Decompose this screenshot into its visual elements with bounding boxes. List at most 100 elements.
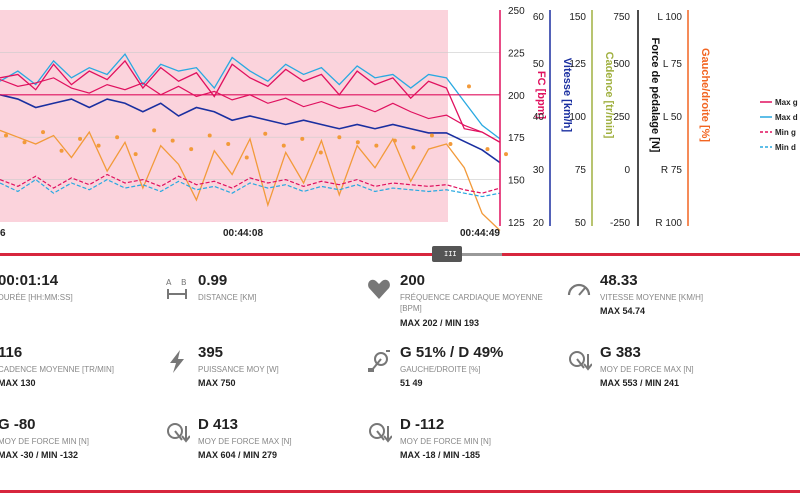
axis-tick-label: 60 <box>533 12 545 23</box>
timeline-track[interactable] <box>462 253 502 256</box>
cadence-point <box>22 140 27 145</box>
stat-value: G 383 <box>600 344 641 361</box>
axis-tick-label: L 100 <box>657 12 682 23</box>
legend-label: Min d <box>775 143 796 152</box>
stat-min-max: MAX 553 / MIN 241 <box>600 378 680 388</box>
cadence-point <box>189 147 194 152</box>
speedometer-icon <box>566 276 592 302</box>
stat-min-max: MAX 202 / MIN 193 <box>400 318 480 328</box>
axis-tick-label: 125 <box>569 59 586 70</box>
stat-label: DURÉE [hh:mm:ss] <box>0 293 73 302</box>
heart-icon <box>366 276 392 302</box>
legend-label: Min g <box>775 128 796 137</box>
pedal-force-icon <box>566 348 593 374</box>
axis-tick-label: 20 <box>533 218 545 229</box>
stat-value: 116 <box>0 344 23 361</box>
lightning-icon <box>164 348 190 374</box>
top-divider <box>0 253 800 256</box>
stat-min-max: MAX 130 <box>0 378 36 388</box>
stat-value: G 51% / D 49% <box>400 344 504 361</box>
stat-value: 0.99 <box>198 272 228 289</box>
cadence-point <box>78 136 83 141</box>
stat-value: 48.33 <box>600 272 638 289</box>
cadence-point <box>429 133 434 138</box>
cadence-point <box>504 152 508 157</box>
stat-value: 395 <box>198 344 224 361</box>
stat-value: 200 <box>400 272 426 289</box>
svg-text:A: A <box>166 278 172 287</box>
grip-icon: III <box>444 250 457 258</box>
stat-value: D -112 <box>400 416 445 433</box>
axis-tick-label: 250 <box>508 6 525 17</box>
cadence-point <box>448 141 453 146</box>
time-axis-label: 00:44:49 <box>460 228 500 239</box>
axis-tick-label: 175 <box>508 133 525 144</box>
cadence-point <box>4 133 8 138</box>
axis-tick-label: 50 <box>575 218 587 229</box>
cadence-point <box>318 150 323 155</box>
cadence-point <box>281 143 286 148</box>
axis-tick-label: 125 <box>508 218 525 229</box>
stat-label: MOY DE FORCE MIN [N] <box>0 437 89 446</box>
stat-value: 00:01:14 <box>0 272 59 289</box>
axis-tick-label: 100 <box>569 112 586 123</box>
cadence-point <box>41 130 46 135</box>
cadence-series-line <box>0 129 501 231</box>
cadence-point <box>263 131 268 136</box>
stat-label: VITESSE MOYENNE [km/h] <box>600 293 704 302</box>
stat-value: G -80 <box>0 416 36 433</box>
stat-label: FRÉQUENCE CARDIAQUE MOYENNE [bpm] <box>400 293 543 313</box>
axis-tick-label: 150 <box>508 176 525 187</box>
cadence-point <box>152 128 157 133</box>
stat-label: PUISSANCE MOY [w] <box>198 365 279 374</box>
max-d-series-line <box>0 52 501 140</box>
axis-tick-label: 500 <box>613 59 630 70</box>
stat-value: D 413 <box>198 416 239 433</box>
axis-title: Cadence [tr/min] <box>603 52 615 139</box>
stat-min-max: 51 49 <box>400 378 423 388</box>
axis-tick-label: 50 <box>533 59 545 70</box>
axis-tick-label: 200 <box>508 91 525 102</box>
cadence-point <box>59 148 64 153</box>
stat-label: MOY DE FORCE MAX [N] <box>600 365 694 374</box>
cadence-point <box>244 155 249 160</box>
cadence-point <box>133 152 138 157</box>
axis-tick-label: 250 <box>613 112 630 123</box>
axis-tick-label: 225 <box>508 48 525 59</box>
cadence-point <box>170 138 175 143</box>
bottom-divider <box>0 490 800 493</box>
axis-tick-label: R 100 <box>655 218 682 229</box>
axis-tick-label: R 75 <box>661 165 683 176</box>
axis-title: Force de pédalage [N] <box>649 38 661 153</box>
cadence-point <box>355 140 360 145</box>
stat-label: MOY DE FORCE MIN [N] <box>400 437 491 446</box>
min-d-series-line <box>0 178 501 198</box>
stat-min-max: MAX 604 / MIN 279 <box>198 450 278 460</box>
axis-tick-label: L 50 <box>663 112 683 123</box>
axis-tick-label: 0 <box>624 165 630 176</box>
axis-title: Gauche/droite [%] <box>699 48 711 142</box>
max-g-series-line <box>0 59 501 143</box>
timeline-scroll-handle[interactable] <box>432 246 462 262</box>
cadence-point <box>96 143 101 148</box>
axis-tick-label: 150 <box>569 12 586 23</box>
axis-tick-label: 40 <box>533 112 545 123</box>
legend-label: Max g <box>775 98 798 107</box>
stat-min-max: MAX 54.74 <box>600 306 646 316</box>
axis-tick-label: 750 <box>613 12 630 23</box>
stat-label: GAUCHE/DROITE [%] <box>400 365 481 374</box>
axis-tick-label: 75 <box>575 165 587 176</box>
chart-area[interactable]: 250 225 200 175 150 125 FC [bpm] 60 50 40 30 20 Vite… <box>0 0 800 240</box>
min-g-series-line <box>0 173 501 194</box>
axis-title: Vitesse [km/h] <box>561 58 573 133</box>
stat-min-max: MAX -18 / MIN -185 <box>400 450 481 460</box>
cadence-point <box>115 135 120 140</box>
axis-title: FC [bpm] <box>535 71 547 120</box>
legend-label: Max d <box>775 113 798 122</box>
cadence-point <box>226 141 231 146</box>
cadence-point <box>337 135 342 140</box>
cadence-point <box>392 138 397 143</box>
time-axis-label: 00:44:08 <box>223 228 263 239</box>
